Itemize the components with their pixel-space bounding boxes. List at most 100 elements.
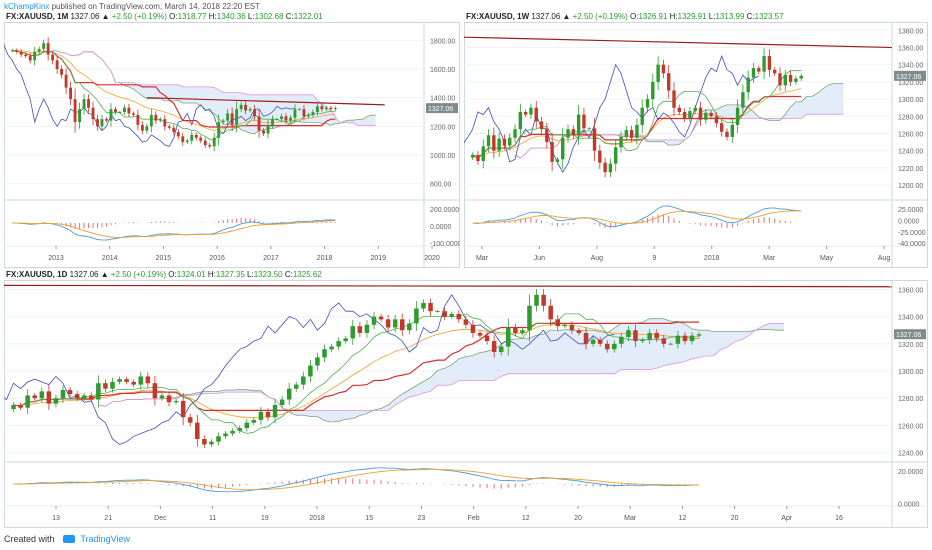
candle xyxy=(598,144,602,169)
candle xyxy=(520,327,525,336)
candle xyxy=(788,70,793,87)
y-tick-label: 1220.00 xyxy=(898,166,923,173)
tradingview-link[interactable]: TradingView xyxy=(80,534,130,544)
x-tick-label: May xyxy=(820,255,834,262)
candle xyxy=(298,107,301,111)
candle xyxy=(308,359,313,383)
candle xyxy=(262,128,265,137)
candle xyxy=(306,112,310,119)
candle xyxy=(185,138,189,145)
candle xyxy=(73,88,77,133)
kijun-sen-line xyxy=(13,321,700,411)
candle xyxy=(506,318,511,356)
candle xyxy=(730,118,734,144)
x-tick-label: 15 xyxy=(365,515,373,522)
y-tick-label: 1000.00 xyxy=(430,153,455,160)
candle xyxy=(357,322,363,338)
author-link[interactable]: kChampKinx xyxy=(4,2,50,11)
x-tick-label: 2015 xyxy=(156,255,172,262)
candle xyxy=(114,106,117,115)
y-tick-label: 1240.00 xyxy=(898,451,923,458)
candle xyxy=(51,50,55,65)
candle xyxy=(53,394,59,408)
candle xyxy=(293,104,297,123)
candle xyxy=(619,332,624,348)
high-value: 1327.35 xyxy=(215,270,245,279)
last-price-label: 1327.06 xyxy=(896,74,921,81)
candle xyxy=(682,332,688,345)
candle xyxy=(799,73,803,81)
candle xyxy=(322,344,327,363)
candle xyxy=(624,125,629,142)
candle xyxy=(529,103,533,119)
senkou-span-a-line xyxy=(514,83,844,159)
x-tick-label: 12 xyxy=(522,515,530,522)
y-tick-label: 800.00 xyxy=(430,182,452,189)
candle xyxy=(582,107,586,136)
candle xyxy=(199,135,203,144)
signal-line xyxy=(472,210,802,224)
candle xyxy=(221,118,225,124)
candle xyxy=(118,110,122,114)
change-value: +2.50 (+0.19%) xyxy=(572,12,628,21)
candle xyxy=(689,332,695,345)
senkou-span-b-line xyxy=(514,113,844,159)
y-tick-label: 1320.00 xyxy=(898,80,923,87)
candle xyxy=(633,324,638,347)
daily-chart-panel[interactable]: FX:XAUUSD, 1D 1327.06 ▲ +2.50 (+0.19%) O… xyxy=(4,270,928,528)
candle xyxy=(122,104,126,116)
x-tick-label: Aug xyxy=(591,255,604,262)
candle xyxy=(576,327,582,336)
header-prefix: L: xyxy=(245,12,255,21)
weekly-chart-panel[interactable]: FX:XAUUSD, 1W 1327.06 ▲ +2.50 (+0.19%) O… xyxy=(464,12,928,268)
candle xyxy=(145,123,149,134)
candle xyxy=(603,157,607,178)
osc-tick-label: 25.0000 xyxy=(898,207,923,214)
candle xyxy=(470,152,475,160)
candle xyxy=(140,121,144,135)
x-tick-label: 20 xyxy=(731,515,739,522)
candle xyxy=(794,75,798,85)
signal-line xyxy=(12,220,336,238)
candle xyxy=(735,99,740,134)
candle xyxy=(497,132,501,157)
candle xyxy=(333,106,337,111)
osc-tick-label: 0.0000 xyxy=(898,501,920,508)
candle xyxy=(527,294,532,342)
candle xyxy=(518,103,523,138)
candle xyxy=(109,103,113,127)
y-tick-label: 1200.00 xyxy=(430,124,455,131)
candle xyxy=(470,320,476,338)
candle xyxy=(709,110,713,120)
x-tick-label: 19 xyxy=(261,515,269,522)
candle xyxy=(778,67,782,92)
candle xyxy=(698,101,703,126)
price-value: 1327.06 xyxy=(70,12,100,21)
x-tick-label: 12 xyxy=(679,515,687,522)
osc-tick-label: 20.0000 xyxy=(898,469,923,476)
chikou-span-line xyxy=(4,294,615,445)
candle xyxy=(131,111,135,117)
candle xyxy=(428,298,433,316)
candle xyxy=(324,105,328,112)
candle xyxy=(81,392,87,401)
y-tick-label: 1600.00 xyxy=(430,67,455,74)
open-value: 1326.91 xyxy=(638,12,668,21)
header-prefix: L: xyxy=(706,12,716,21)
candle xyxy=(783,69,787,91)
candle xyxy=(216,432,221,446)
osc-tick-label: -40.0000 xyxy=(898,241,926,248)
monthly-chart-panel[interactable]: FX:XAUUSD, 1M 1327.06 ▲ +2.50 (+0.19%) O… xyxy=(4,12,460,268)
candle xyxy=(25,389,30,414)
candle xyxy=(136,109,140,131)
weekly-chart-svg: 1200.00 1220.00 1240.00 1260.00 1280.00 1300.… xyxy=(464,22,928,268)
candle xyxy=(248,107,252,113)
candle xyxy=(590,336,596,347)
candle xyxy=(315,352,320,371)
candle xyxy=(181,132,185,146)
candle xyxy=(69,81,73,106)
candle xyxy=(190,131,194,145)
candle xyxy=(682,108,687,122)
candle xyxy=(173,398,179,405)
candle xyxy=(286,382,292,406)
